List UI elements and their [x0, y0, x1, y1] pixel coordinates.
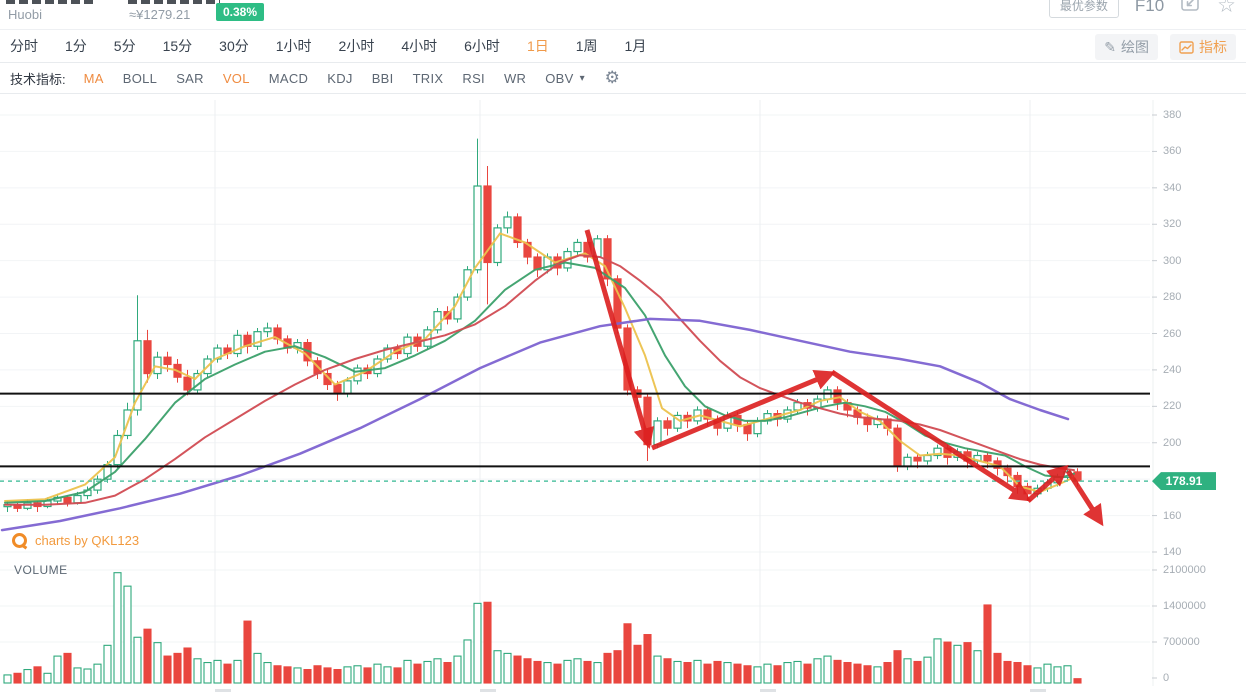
indicator-row: 技术指标: MA BOLL SAR VOL MACD KDJ BBI TRIX RSI WR OBV…	[0, 63, 1246, 94]
date-label-stub	[1030, 689, 1046, 692]
indicator-item-obv[interactable]: OBV	[545, 70, 574, 86]
timeframe-tabs-row: 分时 1分 5分 15分 30分 1小时 2小时 4小时 6小时 1日 1周 1月 ✎ 绘图 指标	[0, 30, 1246, 63]
date-label-stub	[480, 689, 496, 692]
obv-dropdown-caret[interactable]: ▾	[579, 72, 585, 84]
draw-tool-button[interactable]: ✎ 绘图	[1095, 34, 1158, 60]
change-percent-badge: 0.38%	[216, 3, 265, 21]
indicator-items: MA BOLL SAR VOL MACD KDJ BBI TRIX RSI WR OBV	[84, 71, 593, 86]
cutoff-symbol-text	[6, 0, 94, 4]
indicator-row-label: 技术指标:	[10, 71, 66, 87]
price-axis-label-360: 360	[1163, 145, 1182, 158]
indicator-panel-label: 指标	[1199, 39, 1227, 55]
date-label-stub	[215, 689, 231, 692]
ma-slow-line	[4, 254, 1075, 506]
ma-long-line	[0, 317, 1070, 532]
chart-tools: ✎ 绘图 指标	[1095, 34, 1236, 60]
timeframe-tab-5分[interactable]: 5分	[113, 38, 136, 54]
price-axis-label-160: 160	[1163, 509, 1182, 522]
indicator-item-rsi[interactable]: RSI	[462, 70, 485, 86]
indicator-item-ma[interactable]: MA	[83, 70, 104, 86]
volume-axis-label-2100000: 2100000	[1163, 564, 1206, 576]
indicator-item-sar[interactable]: SAR	[176, 70, 204, 86]
volume-axis-label-700000: 700000	[1163, 636, 1200, 648]
timeframe-tab-1分[interactable]: 1分	[65, 38, 87, 54]
date-label-stub	[760, 689, 776, 692]
timeframe-tab-15分[interactable]: 15分	[162, 38, 193, 54]
indicator-item-bbi[interactable]: BBI	[371, 70, 394, 86]
header-bar: Huobi ≈¥1279.21 0.38% 最优参数 F10 ☆	[0, 0, 1246, 30]
price-axis-label-260: 260	[1163, 327, 1182, 340]
cutoff-price-text	[128, 0, 220, 4]
timeframe-tab-2小时[interactable]: 2小时	[338, 38, 375, 54]
timeframe-tab-1月[interactable]: 1月	[624, 38, 647, 54]
exchange-name: Huobi	[8, 7, 42, 22]
timeframe-tab-1日[interactable]: 1日	[526, 38, 549, 54]
price-axis-label-220: 220	[1163, 400, 1182, 413]
price-axis-label-240: 240	[1163, 363, 1182, 376]
watermark: charts by QKL123	[12, 533, 139, 548]
price-axis-label-140: 140	[1163, 546, 1182, 558]
indicator-item-boll[interactable]: BOLL	[122, 70, 158, 86]
export-image-icon[interactable]	[1180, 0, 1201, 18]
timeframe-tab-4小时[interactable]: 4小时	[401, 38, 438, 54]
price-axis-label-300: 300	[1163, 254, 1182, 267]
indicator-panel-button[interactable]: 指标	[1170, 34, 1236, 60]
favorite-star-icon[interactable]: ☆	[1217, 0, 1236, 17]
timeframe-tab-分时[interactable]: 分时	[10, 38, 38, 54]
timeframe-tab-1周[interactable]: 1周	[575, 38, 598, 54]
timeframe-tab-1小时[interactable]: 1小时	[275, 38, 312, 54]
f10-button[interactable]: F10	[1134, 0, 1165, 15]
indicator-item-vol[interactable]: VOL	[222, 70, 250, 86]
volume-axis-label-0: 0	[1163, 672, 1170, 684]
price-axis-label-200: 200	[1163, 436, 1182, 449]
indicator-item-trix[interactable]: TRIX	[412, 70, 444, 86]
price-axis-label-280: 280	[1163, 291, 1182, 304]
timeframe-tabs: 分时 1分 5分 15分 30分 1小时 2小时 4小时 6小时 1日 1周 1月	[10, 36, 673, 56]
volume-pane-label: VOLUME	[14, 563, 68, 577]
header-controls: 最优参数 F10 ☆	[1048, 0, 1236, 18]
qkl123-logo-icon	[12, 533, 27, 548]
timeframe-tab-6小时[interactable]: 6小时	[464, 38, 500, 54]
ma-fast-line	[4, 232, 1075, 502]
volume-axis-label-1400000: 1400000	[1163, 600, 1206, 612]
line-chart-icon	[1179, 40, 1194, 54]
indicator-item-kdj[interactable]: KDJ	[327, 70, 353, 86]
timeframe-tab-30分[interactable]: 30分	[219, 38, 249, 54]
price-axis-label-320: 320	[1163, 218, 1182, 231]
price-axis-label-380: 380	[1163, 109, 1182, 121]
price-axis[interactable]: 380 360 340 320 300 280 260 240 220 200 160 140 2100…	[1160, 0, 1246, 694]
pencil-icon: ✎	[1104, 38, 1116, 55]
cny-price: ≈¥1279.21	[129, 7, 191, 22]
indicator-item-wr[interactable]: WR	[503, 70, 527, 86]
price-axis-label-340: 340	[1163, 181, 1182, 194]
indicator-settings-gear-icon[interactable]: ⚙	[604, 68, 620, 87]
current-price-tag: 178.91	[1152, 472, 1216, 491]
indicator-item-macd[interactable]: MACD	[268, 70, 309, 86]
watermark-text: charts by QKL123	[35, 533, 140, 548]
draw-tool-label: 绘图	[1121, 39, 1149, 55]
optimal-params-button[interactable]: 最优参数	[1048, 0, 1119, 18]
